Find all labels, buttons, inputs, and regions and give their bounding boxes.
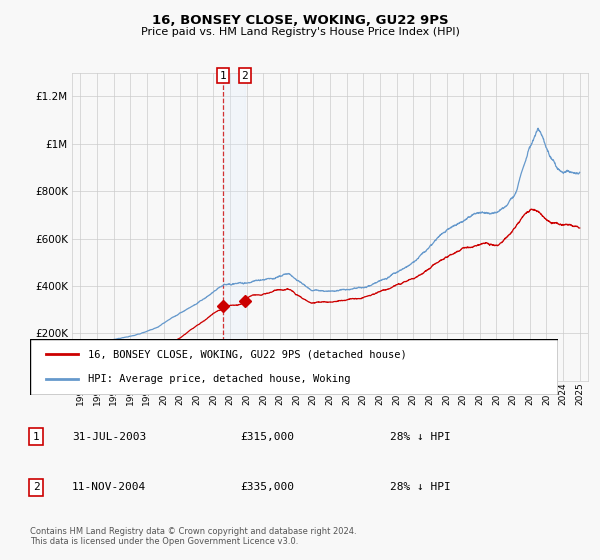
FancyBboxPatch shape	[30, 339, 558, 395]
Text: 2: 2	[32, 482, 40, 492]
Text: Contains HM Land Registry data © Crown copyright and database right 2024.
This d: Contains HM Land Registry data © Crown c…	[30, 526, 356, 546]
Bar	[223, 73, 245, 381]
Text: Price paid vs. HM Land Registry's House Price Index (HPI): Price paid vs. HM Land Registry's House …	[140, 27, 460, 37]
Text: 28% ↓ HPI: 28% ↓ HPI	[390, 432, 451, 442]
Text: 2: 2	[241, 71, 248, 81]
Text: £335,000: £335,000	[240, 482, 294, 492]
Text: 1: 1	[220, 71, 227, 81]
Text: £315,000: £315,000	[240, 432, 294, 442]
Text: 16, BONSEY CLOSE, WOKING, GU22 9PS (detached house): 16, BONSEY CLOSE, WOKING, GU22 9PS (deta…	[88, 349, 407, 360]
Text: 28% ↓ HPI: 28% ↓ HPI	[390, 482, 451, 492]
Text: 1: 1	[32, 432, 40, 442]
Text: 16, BONSEY CLOSE, WOKING, GU22 9PS: 16, BONSEY CLOSE, WOKING, GU22 9PS	[152, 14, 448, 27]
Text: 31-JUL-2003: 31-JUL-2003	[72, 432, 146, 442]
Text: 11-NOV-2004: 11-NOV-2004	[72, 482, 146, 492]
Text: HPI: Average price, detached house, Woking: HPI: Average price, detached house, Woki…	[88, 374, 350, 384]
